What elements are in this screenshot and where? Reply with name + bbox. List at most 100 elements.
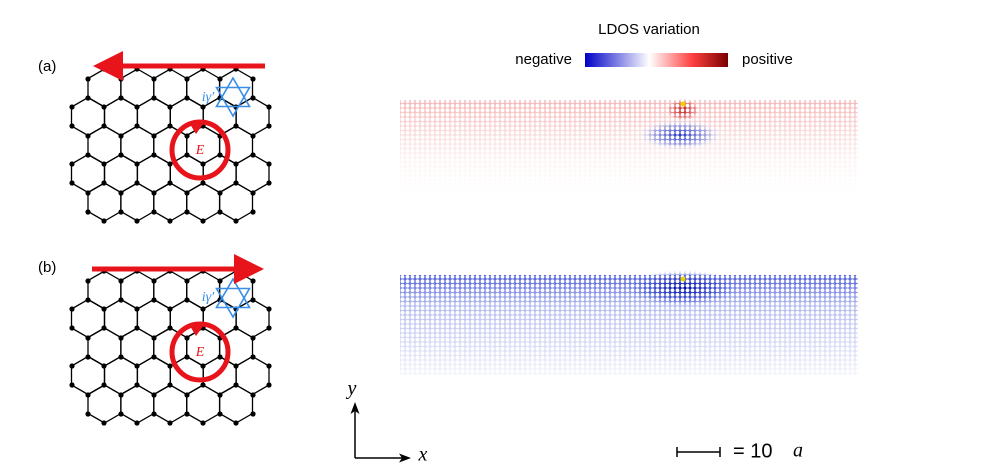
- colorbar-title: LDOS variation: [598, 21, 700, 38]
- atom: [233, 218, 239, 224]
- atom: [167, 325, 173, 331]
- atom: [134, 123, 140, 129]
- atom: [134, 420, 140, 426]
- atom: [250, 335, 256, 341]
- atom: [250, 209, 256, 215]
- hexagon: [120, 182, 155, 222]
- atom: [250, 411, 256, 417]
- hexagon: [136, 96, 171, 137]
- field-label: E: [195, 143, 205, 158]
- atom: [118, 392, 124, 398]
- atom: [151, 278, 157, 284]
- atom: [233, 420, 239, 426]
- hexagon: [70, 96, 106, 137]
- atom: [184, 209, 190, 215]
- atom: [85, 411, 91, 417]
- atom: [184, 133, 190, 139]
- atom: [69, 363, 75, 369]
- atom: [118, 209, 124, 215]
- hopping-triangle: [215, 277, 251, 309]
- hexagon: [120, 327, 155, 367]
- atom: [118, 190, 124, 196]
- ldos-map-b: [400, 270, 858, 375]
- atom: [118, 278, 124, 284]
- impurity: [680, 276, 686, 282]
- atom: [217, 190, 223, 196]
- hexagon: [136, 355, 171, 396]
- atom: [85, 152, 91, 158]
- atom: [85, 95, 91, 101]
- atom: [151, 190, 157, 196]
- loop-arrowhead: [190, 322, 206, 336]
- hexagon: [103, 355, 139, 396]
- atom: [134, 104, 140, 110]
- hexagon: [70, 355, 106, 396]
- hexagon: [218, 384, 254, 424]
- atom: [250, 76, 256, 82]
- colorbar-low: negative: [515, 51, 572, 68]
- hexagon: [87, 182, 122, 222]
- atom: [217, 209, 223, 215]
- atom: [69, 382, 75, 388]
- axis-label: y: [346, 378, 357, 400]
- atom: [184, 354, 190, 360]
- atom: [69, 104, 75, 110]
- atom: [217, 278, 223, 284]
- hopping-triangle: [215, 86, 251, 118]
- atom: [134, 306, 140, 312]
- atom: [233, 325, 239, 331]
- hexagon: [202, 355, 237, 396]
- atom: [217, 152, 223, 158]
- axis-label: x: [418, 444, 428, 466]
- atom: [184, 76, 190, 82]
- atom: [134, 161, 140, 167]
- atom: [167, 104, 173, 110]
- hexagon: [103, 153, 139, 194]
- atom: [118, 76, 124, 82]
- hexagon: [103, 96, 139, 137]
- atom: [134, 218, 140, 224]
- hexagon: [136, 153, 171, 194]
- atom: [167, 123, 173, 129]
- atom: [233, 161, 239, 167]
- hexagon: [103, 298, 139, 339]
- atom: [266, 325, 272, 331]
- atom: [250, 190, 256, 196]
- hexagon: [202, 153, 237, 194]
- atom: [266, 180, 272, 186]
- atom: [151, 76, 157, 82]
- atom: [85, 354, 91, 360]
- hopping-triangle: [215, 287, 251, 319]
- atom: [101, 66, 107, 72]
- atom: [118, 297, 124, 303]
- hexagon: [120, 384, 155, 424]
- atom: [184, 335, 190, 341]
- hexagon: [120, 125, 155, 165]
- panel-label: (a): [38, 58, 56, 75]
- atom: [101, 218, 107, 224]
- atom: [250, 278, 256, 284]
- atom: [266, 161, 272, 167]
- atom: [250, 392, 256, 398]
- atom: [118, 133, 124, 139]
- hexagon: [87, 125, 122, 165]
- hexagon: [153, 384, 188, 424]
- lattice: [69, 268, 272, 426]
- hexagon: [70, 153, 106, 194]
- hexagon: [153, 182, 188, 222]
- hexagon: [120, 68, 155, 108]
- atom: [101, 382, 107, 388]
- atom: [200, 363, 206, 369]
- atom: [134, 382, 140, 388]
- atom: [69, 306, 75, 312]
- loop-arrowhead: [190, 120, 206, 134]
- hexagon: [87, 270, 122, 310]
- atom: [69, 123, 75, 129]
- atom: [151, 133, 157, 139]
- atom: [184, 95, 190, 101]
- atom: [233, 363, 239, 369]
- atom: [101, 104, 107, 110]
- atom: [101, 420, 107, 426]
- colorbar-high: positive: [742, 51, 793, 68]
